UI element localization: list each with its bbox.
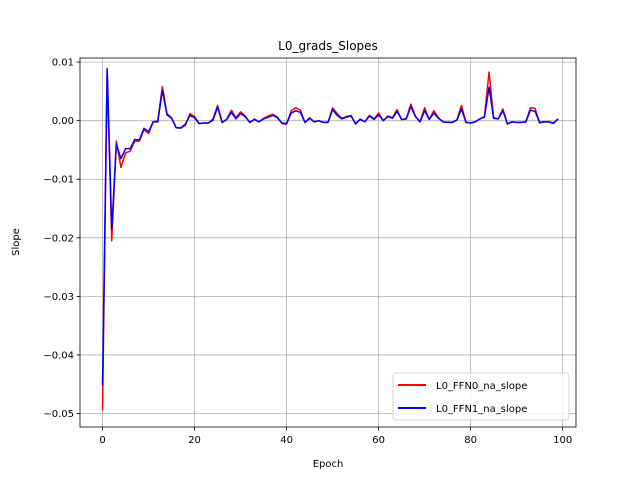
y-tick-label: −0.01 <box>43 175 74 186</box>
y-axis-label: Slope <box>11 228 22 256</box>
x-tick-label: 100 <box>553 435 572 446</box>
legend-label-ffn1: L0_FFN1_na_slope <box>436 404 527 415</box>
x-tick-label: 80 <box>464 435 477 446</box>
legend: L0_FFN0_na_slope L0_FFN1_na_slope <box>392 372 570 421</box>
x-tick-label: 20 <box>188 435 201 446</box>
x-tick-label: 40 <box>280 435 293 446</box>
legend-label-ffn0: L0_FFN0_na_slope <box>436 381 527 392</box>
x-axis: 0 20 40 60 80 100 <box>99 427 572 446</box>
series-layer <box>101 67 559 411</box>
y-tick-label: −0.02 <box>43 233 74 244</box>
legend-box <box>392 372 570 421</box>
series-line-ffn1 <box>101 67 559 386</box>
x-tick-label: 60 <box>372 435 385 446</box>
chart-title: L0_grads_Slopes <box>278 39 378 53</box>
axes-frame <box>79 57 577 428</box>
grid-lines <box>80 58 576 427</box>
y-tick-label: −0.04 <box>43 350 74 361</box>
x-axis-label: Epoch <box>313 459 344 470</box>
y-tick-label: 0.01 <box>52 58 74 69</box>
y-tick-label: −0.05 <box>43 409 74 420</box>
y-tick-label: 0.00 <box>52 116 74 127</box>
y-tick-label: −0.03 <box>43 292 74 303</box>
x-tick-label: 0 <box>99 435 105 446</box>
y-axis: −0.05 −0.04 −0.03 −0.02 −0.01 0.00 0.01 <box>43 58 80 420</box>
